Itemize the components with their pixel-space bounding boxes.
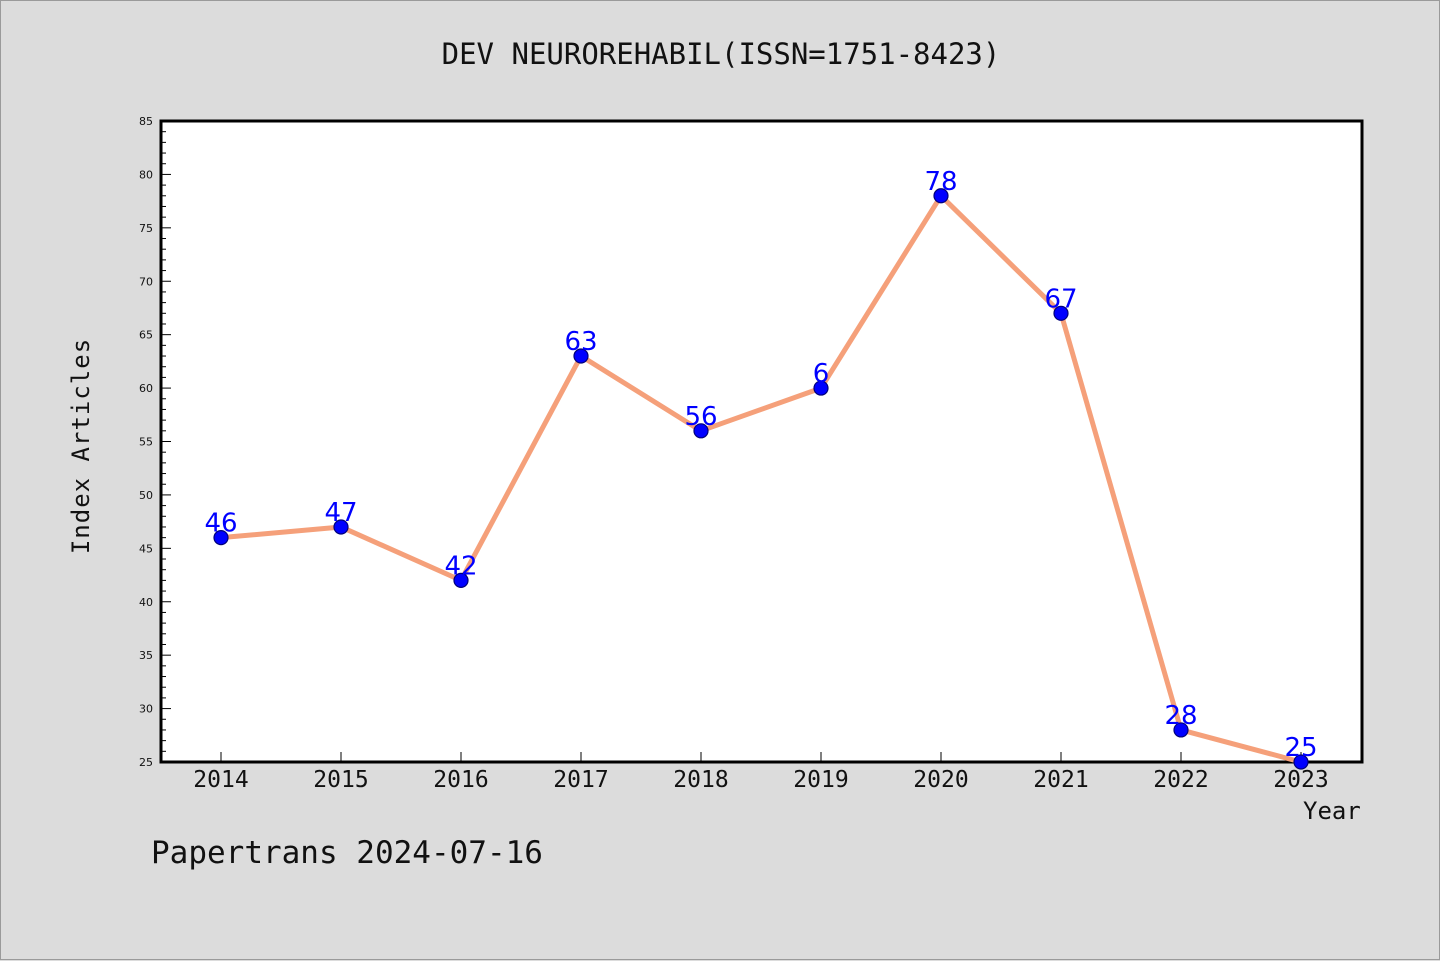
y-tick-label: 55 — [139, 436, 153, 449]
data-point — [813, 380, 829, 396]
footer-text: Papertrans 2024-07-16 — [151, 835, 543, 871]
data-label: 46 — [204, 509, 237, 539]
data-point — [693, 423, 709, 439]
y-tick-label: 25 — [139, 756, 153, 769]
x-tick-label: 2023 — [1273, 767, 1328, 793]
x-axis-label: Year — [1303, 797, 1361, 825]
x-tick-label: 2018 — [673, 767, 728, 793]
y-tick-label: 35 — [139, 649, 153, 662]
y-tick-label: 60 — [139, 382, 153, 395]
x-tick-label: 2022 — [1153, 767, 1208, 793]
y-tick-label: 70 — [139, 275, 153, 288]
x-tick-label: 2021 — [1033, 767, 1088, 793]
x-tick-label: 2014 — [193, 767, 248, 793]
data-label: 47 — [324, 498, 357, 528]
x-tick-label: 2020 — [913, 767, 968, 793]
series-line — [220, 193, 1302, 765]
data-label: 78 — [924, 167, 957, 197]
y-tick-label: 75 — [139, 222, 153, 235]
y-tick-label: 45 — [139, 542, 153, 555]
data-label: 56 — [684, 402, 717, 432]
data-point — [1053, 305, 1069, 321]
data-point — [1173, 722, 1189, 738]
chart-title: DEV NEUROREHABIL(ISSN=1751-8423) — [441, 37, 1001, 71]
data-point — [1293, 754, 1309, 770]
y-tick-label: 30 — [139, 703, 153, 716]
data-label: 6 — [813, 359, 830, 389]
x-tick-label: 2015 — [313, 767, 368, 793]
plot-area — [161, 121, 1362, 762]
data-label: 63 — [564, 327, 597, 357]
y-tick-label: 85 — [139, 115, 153, 128]
y-axis-label: Index Articles — [67, 337, 95, 555]
y-tick-label: 80 — [139, 168, 153, 181]
y-tick-label: 50 — [139, 489, 153, 502]
data-label: 25 — [1284, 733, 1317, 763]
data-point — [333, 519, 349, 535]
plot-border — [159, 119, 1364, 764]
data-point — [933, 188, 949, 204]
x-tick-label: 2017 — [553, 767, 608, 793]
data-label: 67 — [1044, 284, 1077, 314]
y-tick-label: 65 — [139, 329, 153, 342]
x-tick-label: 2019 — [793, 767, 848, 793]
data-label: 28 — [1164, 701, 1197, 731]
data-point — [573, 348, 589, 364]
y-tick-label: 40 — [139, 596, 153, 609]
data-point — [453, 572, 469, 588]
data-point — [213, 530, 229, 546]
data-label: 42 — [444, 551, 477, 581]
x-tick-label: 2016 — [433, 767, 488, 793]
